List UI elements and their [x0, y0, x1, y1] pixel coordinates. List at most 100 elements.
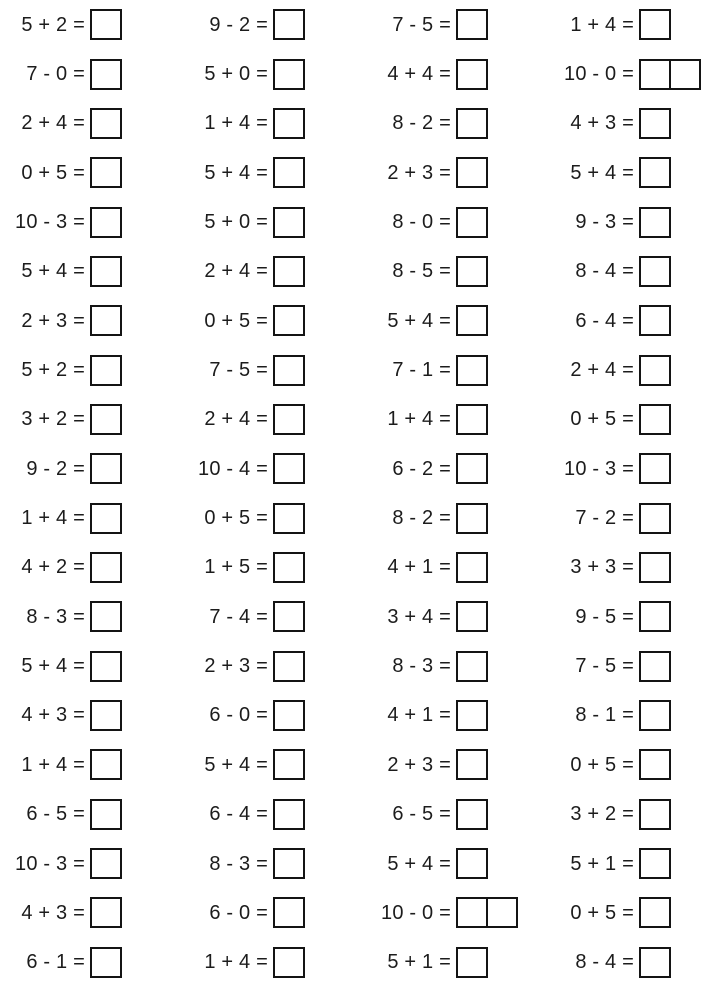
answer-box[interactable]: [273, 403, 305, 435]
answer-box[interactable]: [456, 9, 488, 41]
problem-label: 1 + 4 =: [21, 507, 85, 530]
problem-cell: 2 + 3 =: [183, 641, 366, 690]
answer-box[interactable]: [90, 848, 122, 880]
answer-box[interactable]: [456, 58, 488, 90]
answer-box[interactable]: [90, 157, 122, 189]
problem-label: 2 + 3 =: [387, 161, 451, 184]
answer-box[interactable]: [273, 699, 305, 731]
answer-box[interactable]: [456, 749, 488, 781]
answer-box[interactable]: [90, 650, 122, 682]
problem-cell: 10 - 3 =: [0, 197, 183, 246]
problem-label: 8 - 2 =: [392, 507, 451, 530]
answer-box[interactable]: [456, 601, 488, 633]
answer-box[interactable]: [90, 107, 122, 139]
answer-box[interactable]: [273, 354, 305, 386]
problem-cell: 5 + 4 =: [183, 740, 366, 789]
answer-box[interactable]: [456, 157, 488, 189]
answer-box[interactable]: [456, 502, 488, 534]
problem-label: 5 + 4 =: [570, 161, 634, 184]
answer-box[interactable]: [273, 749, 305, 781]
answer-box[interactable]: [456, 107, 488, 139]
answer-box[interactable]: [639, 551, 671, 583]
answer-box[interactable]: [273, 551, 305, 583]
answer-box[interactable]: [273, 502, 305, 534]
answer-box[interactable]: [273, 58, 305, 90]
problem-cell: 5 + 4 =: [0, 247, 183, 296]
answer-box[interactable]: [273, 206, 305, 238]
answer-box[interactable]: [486, 897, 518, 929]
answer-box[interactable]: [456, 305, 488, 337]
problem-cell: 1 + 4 =: [0, 740, 183, 789]
problem-cell: 8 - 4 =: [549, 247, 703, 296]
answer-box[interactable]: [90, 354, 122, 386]
answer-box[interactable]: [90, 699, 122, 731]
answer-box[interactable]: [639, 650, 671, 682]
answer-box[interactable]: [639, 58, 671, 90]
problem-cell: 0 + 5 =: [549, 395, 703, 444]
answer-box[interactable]: [456, 650, 488, 682]
answer-box[interactable]: [90, 206, 122, 238]
answer-box[interactable]: [273, 650, 305, 682]
answer-box[interactable]: [90, 601, 122, 633]
answer-box[interactable]: [456, 946, 488, 978]
answer-box[interactable]: [639, 848, 671, 880]
answer-box[interactable]: [639, 699, 671, 731]
answer-box[interactable]: [90, 453, 122, 485]
answer-box[interactable]: [639, 206, 671, 238]
answer-box[interactable]: [456, 551, 488, 583]
answer-box[interactable]: [456, 354, 488, 386]
problem-cell: 0 + 5 =: [183, 493, 366, 542]
answer-box[interactable]: [90, 798, 122, 830]
answer-box[interactable]: [273, 305, 305, 337]
answer-box[interactable]: [639, 601, 671, 633]
answer-box[interactable]: [639, 354, 671, 386]
answer-box[interactable]: [456, 453, 488, 485]
problem-cell: 5 + 2 =: [0, 345, 183, 394]
problem-cell: 9 - 2 =: [0, 444, 183, 493]
answer-box[interactable]: [273, 453, 305, 485]
answer-box[interactable]: [456, 699, 488, 731]
answer-box[interactable]: [273, 9, 305, 41]
problem-cell: 8 - 1 =: [549, 691, 703, 740]
answer-box[interactable]: [639, 9, 671, 41]
answer-box[interactable]: [273, 255, 305, 287]
answer-box[interactable]: [639, 946, 671, 978]
answer-box[interactable]: [669, 58, 701, 90]
answer-box[interactable]: [639, 255, 671, 287]
problem-label: 0 + 5 =: [570, 753, 634, 776]
answer-box[interactable]: [90, 502, 122, 534]
answer-box[interactable]: [456, 798, 488, 830]
problem-cell: 7 - 0 =: [0, 49, 183, 98]
answer-box[interactable]: [456, 848, 488, 880]
answer-box[interactable]: [90, 255, 122, 287]
answer-box[interactable]: [273, 601, 305, 633]
answer-box[interactable]: [456, 255, 488, 287]
answer-box[interactable]: [90, 403, 122, 435]
answer-box[interactable]: [90, 897, 122, 929]
answer-box[interactable]: [273, 107, 305, 139]
answer-box[interactable]: [639, 798, 671, 830]
answer-box[interactable]: [273, 946, 305, 978]
answer-box[interactable]: [639, 897, 671, 929]
answer-box[interactable]: [456, 403, 488, 435]
answer-box[interactable]: [90, 551, 122, 583]
answer-box[interactable]: [456, 897, 488, 929]
answer-box[interactable]: [90, 749, 122, 781]
answer-box[interactable]: [639, 107, 671, 139]
answer-box[interactable]: [639, 749, 671, 781]
answer-box[interactable]: [639, 453, 671, 485]
answer-box[interactable]: [273, 798, 305, 830]
answer-box[interactable]: [639, 502, 671, 534]
answer-box[interactable]: [90, 305, 122, 337]
answer-box[interactable]: [456, 206, 488, 238]
answer-box[interactable]: [273, 157, 305, 189]
answer-box[interactable]: [639, 305, 671, 337]
answer-box[interactable]: [90, 58, 122, 90]
answer-box[interactable]: [90, 9, 122, 41]
answer-box[interactable]: [639, 157, 671, 189]
answer-box[interactable]: [273, 848, 305, 880]
answer-box[interactable]: [273, 897, 305, 929]
answer-box[interactable]: [90, 946, 122, 978]
answer-box[interactable]: [639, 403, 671, 435]
problem-label: 10 - 0 =: [564, 63, 634, 86]
